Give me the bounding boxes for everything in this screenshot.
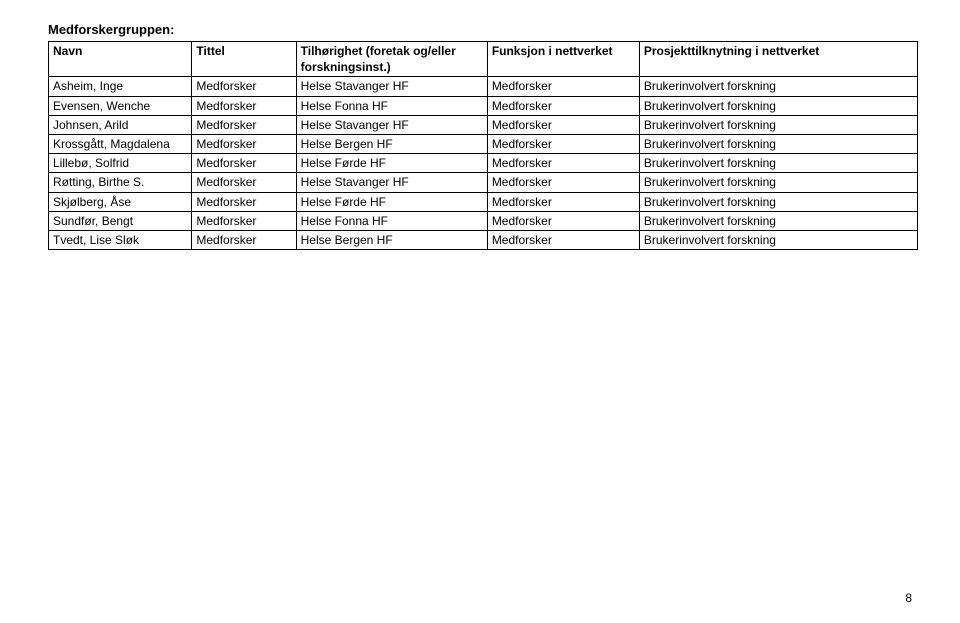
table-row: Krossgått, Magdalena Medforsker Helse Be… [49,134,918,153]
cell-funksjon: Medforsker [487,134,639,153]
cell-prosjekt: Brukerinvolvert forskning [639,211,917,230]
cell-funksjon: Medforsker [487,115,639,134]
cell-tittel: Medforsker [192,96,296,115]
col-header-funksjon: Funksjon i nettverket [487,42,639,77]
table-row: Sundfør, Bengt Medforsker Helse Fonna HF… [49,211,918,230]
cell-tittel: Medforsker [192,77,296,96]
cell-prosjekt: Brukerinvolvert forskning [639,192,917,211]
cell-tittel: Medforsker [192,134,296,153]
cell-tilhorighet: Helse Førde HF [296,192,487,211]
col-header-tilhorighet: Tilhørighet (foretak og/eller forsknings… [296,42,487,77]
cell-tittel: Medforsker [192,115,296,134]
table-row: Johnsen, Arild Medforsker Helse Stavange… [49,115,918,134]
cell-tittel: Medforsker [192,230,296,249]
table-row: Lillebø, Solfrid Medforsker Helse Førde … [49,154,918,173]
page-number: 8 [905,591,912,605]
cell-prosjekt: Brukerinvolvert forskning [639,96,917,115]
table-header-row: Navn Tittel Tilhørighet (foretak og/elle… [49,42,918,77]
col-header-prosjekt: Prosjekttilknytning i nettverket [639,42,917,77]
cell-tilhorighet: Helse Bergen HF [296,230,487,249]
cell-tilhorighet: Helse Stavanger HF [296,77,487,96]
cell-navn: Johnsen, Arild [49,115,192,134]
table-row: Røtting, Birthe S. Medforsker Helse Stav… [49,173,918,192]
cell-funksjon: Medforsker [487,192,639,211]
cell-tittel: Medforsker [192,154,296,173]
cell-funksjon: Medforsker [487,173,639,192]
cell-navn: Krossgått, Magdalena [49,134,192,153]
cell-prosjekt: Brukerinvolvert forskning [639,154,917,173]
cell-navn: Tvedt, Lise Sløk [49,230,192,249]
cell-navn: Røtting, Birthe S. [49,173,192,192]
cell-tilhorighet: Helse Bergen HF [296,134,487,153]
cell-tittel: Medforsker [192,192,296,211]
cell-tilhorighet: Helse Fonna HF [296,96,487,115]
cell-navn: Asheim, Inge [49,77,192,96]
table-row: Tvedt, Lise Sløk Medforsker Helse Bergen… [49,230,918,249]
cell-tilhorighet: Helse Stavanger HF [296,173,487,192]
medforsker-table: Navn Tittel Tilhørighet (foretak og/elle… [48,41,918,250]
document-page: Medforskergruppen: Navn Tittel Tilhørigh… [0,0,960,250]
cell-funksjon: Medforsker [487,230,639,249]
cell-prosjekt: Brukerinvolvert forskning [639,115,917,134]
cell-tilhorighet: Helse Stavanger HF [296,115,487,134]
cell-funksjon: Medforsker [487,211,639,230]
col-header-tittel: Tittel [192,42,296,77]
cell-prosjekt: Brukerinvolvert forskning [639,77,917,96]
section-title: Medforskergruppen: [48,22,918,37]
cell-prosjekt: Brukerinvolvert forskning [639,173,917,192]
table-row: Skjølberg, Åse Medforsker Helse Førde HF… [49,192,918,211]
cell-prosjekt: Brukerinvolvert forskning [639,134,917,153]
cell-funksjon: Medforsker [487,154,639,173]
cell-navn: Lillebø, Solfrid [49,154,192,173]
cell-tilhorighet: Helse Fonna HF [296,211,487,230]
cell-prosjekt: Brukerinvolvert forskning [639,230,917,249]
cell-navn: Skjølberg, Åse [49,192,192,211]
cell-tilhorighet: Helse Førde HF [296,154,487,173]
cell-tittel: Medforsker [192,211,296,230]
table-row: Evensen, Wenche Medforsker Helse Fonna H… [49,96,918,115]
cell-funksjon: Medforsker [487,96,639,115]
table-row: Asheim, Inge Medforsker Helse Stavanger … [49,77,918,96]
cell-navn: Sundfør, Bengt [49,211,192,230]
cell-tittel: Medforsker [192,173,296,192]
cell-navn: Evensen, Wenche [49,96,192,115]
col-header-navn: Navn [49,42,192,77]
cell-funksjon: Medforsker [487,77,639,96]
